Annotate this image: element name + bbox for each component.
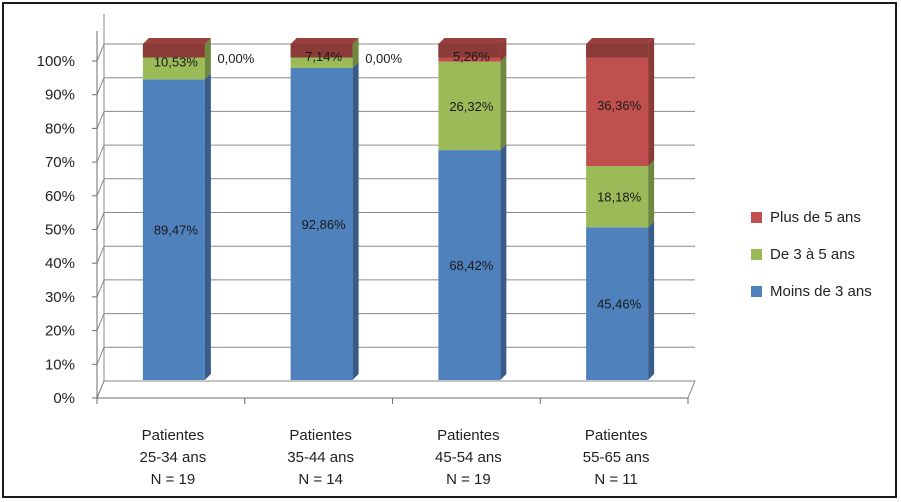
bar-top-cap	[438, 38, 507, 44]
data-label: 5,26%	[453, 49, 490, 64]
data-label: 92,86%	[302, 217, 347, 232]
bar-top-band	[586, 43, 649, 58]
data-label: 26,32%	[449, 99, 494, 114]
gridline-depth	[96, 313, 105, 331]
gridline-depth	[96, 212, 105, 230]
bar-segment-side	[204, 73, 211, 380]
x-category-label: 25-34 ans	[140, 449, 207, 466]
legend-label: Moins de 3 ans	[770, 283, 872, 300]
data-label: 89,47%	[154, 223, 199, 238]
axes: 0% 10% 20% 30% 40% 50% 60% 70% 80% 90% 100% Patient…	[37, 31, 689, 488]
bar-segment-side	[648, 38, 655, 167]
bar-segment	[586, 44, 649, 167]
gridline-depth	[96, 43, 105, 62]
bar-top-cap	[142, 38, 211, 44]
bar-top-cap	[290, 38, 359, 44]
y-tick-label: 60%	[45, 188, 75, 205]
y-tick-label: 90%	[45, 87, 75, 104]
legend-label: Plus de 5 ans	[770, 209, 861, 226]
bar-segment-side	[352, 38, 359, 68]
data-label: 68,42%	[449, 258, 494, 273]
y-tick-label: 70%	[45, 154, 75, 171]
legend: Plus de 5 ans De 3 à 5 ans Moins de 3 ans	[751, 209, 872, 300]
bar-segment-side	[500, 55, 507, 151]
floor	[96, 380, 696, 399]
data-label: 18,18%	[597, 190, 642, 205]
gridline-depth	[96, 77, 105, 95]
bar-segment	[438, 150, 501, 380]
y-tick-label: 50%	[45, 222, 75, 239]
gridline-depth	[96, 246, 105, 264]
x-category-label: N = 19	[151, 471, 196, 488]
x-category-label: N = 19	[446, 471, 491, 488]
data-label: 36,36%	[597, 98, 642, 113]
bar-segment-side	[352, 61, 359, 381]
bar-top-band	[142, 43, 205, 58]
y-tick-label: 10%	[45, 356, 75, 373]
bar-segment	[586, 227, 649, 380]
x-category-label: 55-65 ans	[583, 449, 650, 466]
data-label: 0,00%	[217, 51, 254, 66]
bar-segment-side	[648, 221, 655, 380]
gridline-depth	[96, 144, 105, 163]
x-category-label: Patientes	[585, 427, 648, 444]
bar-top-cap	[586, 38, 655, 44]
x-category-label: N = 14	[298, 471, 343, 488]
data-labels: 89,47% 10,53% 0,00% 92,86% 7,14% 0,00% 68,42% 2…	[154, 49, 642, 312]
bar-segment	[142, 79, 205, 380]
legend-swatch	[751, 286, 762, 297]
data-label: 0,00%	[365, 51, 402, 66]
bar-segment	[586, 166, 649, 228]
bar-segment	[438, 61, 501, 151]
legend-swatch	[751, 212, 762, 223]
bar-segment-side	[500, 38, 507, 62]
y-tick-label: 0%	[53, 390, 75, 407]
bar-segment	[290, 67, 353, 380]
legend-swatch	[751, 249, 762, 260]
gridline-depth	[96, 178, 105, 196]
x-category-label: Patientes	[289, 427, 352, 444]
x-category-label: Patientes	[142, 427, 205, 444]
x-category-label: 35-44 ans	[287, 449, 354, 466]
gridline-depth	[96, 347, 105, 365]
bar-segment-side	[500, 144, 507, 380]
bars	[142, 38, 655, 381]
bar-segment-side	[648, 160, 655, 228]
y-tick-label: 20%	[45, 323, 75, 340]
x-category-label: Patientes	[437, 427, 500, 444]
bar-top-band	[438, 43, 501, 58]
y-tick-label: 40%	[45, 255, 75, 272]
gridline-depth	[96, 111, 105, 129]
data-label: 10,53%	[154, 55, 199, 70]
y-tick-label: 100%	[37, 53, 75, 70]
y-tick-label: 30%	[45, 289, 75, 306]
data-label: 7,14%	[305, 49, 342, 64]
x-category-label: N = 11	[594, 471, 638, 488]
data-label: 45,46%	[597, 297, 642, 312]
gridline-depth	[96, 279, 105, 298]
bar-top-band	[290, 43, 353, 58]
gridline-depth	[96, 380, 105, 399]
bar-segment-side	[204, 38, 211, 80]
legend-label: De 3 à 5 ans	[770, 246, 855, 263]
x-category-label: 45-54 ans	[435, 449, 502, 466]
y-tick-label: 80%	[45, 120, 75, 137]
